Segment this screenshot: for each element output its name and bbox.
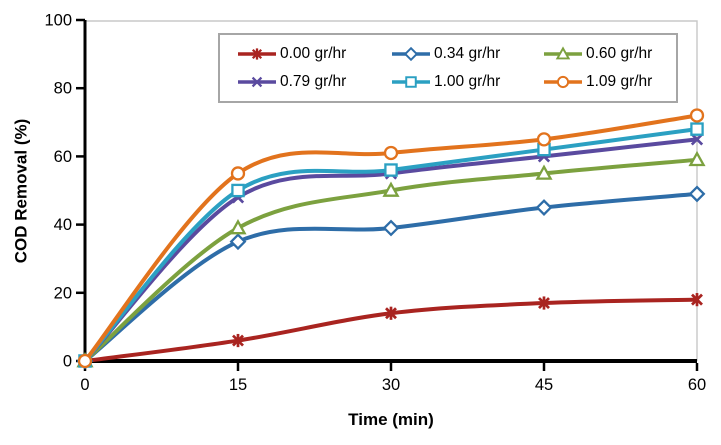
x-tick-label: 30 <box>382 376 400 394</box>
legend-item-1: 0.34 gr/hr <box>374 45 526 63</box>
x-tick-label: 0 <box>80 376 89 394</box>
legend-label: 0.79 gr/hr <box>280 73 347 90</box>
series-line-1 <box>83 191 699 363</box>
y-tick-label: 100 <box>44 12 72 30</box>
x-marker <box>690 133 704 146</box>
x-tick-label: 15 <box>229 376 247 394</box>
asterisk-marker <box>385 306 397 320</box>
legend-label: 0.60 gr/hr <box>586 45 653 62</box>
legend-circle-icon <box>544 75 582 89</box>
square-marker <box>690 122 704 136</box>
y-tick-label: 20 <box>54 284 72 302</box>
x-tick-label: 45 <box>535 376 553 394</box>
circle-marker <box>689 108 705 123</box>
legend-item-5: 1.09 gr/hr <box>526 73 676 91</box>
asterisk-marker <box>232 333 244 348</box>
legend-label: 0.34 gr/hr <box>434 45 501 62</box>
plot-border <box>85 20 698 361</box>
legend-item-0: 0.00 gr/hr <box>220 45 374 63</box>
legend-asterisk-icon <box>238 48 276 60</box>
y-tick-label: 40 <box>54 216 72 234</box>
triangle-marker <box>229 219 247 235</box>
legend-label: 1.00 gr/hr <box>434 73 501 90</box>
diamond-marker <box>535 199 553 216</box>
diamond-marker <box>382 219 400 237</box>
circle-marker <box>556 75 570 89</box>
triangle-marker <box>382 181 400 197</box>
circle-marker <box>77 353 93 369</box>
legend-x-icon <box>238 76 276 88</box>
square-marker <box>384 163 398 177</box>
legend-item-3: 0.79 gr/hr <box>220 73 374 91</box>
square-marker <box>405 76 417 88</box>
y-tick-label: 60 <box>54 148 72 166</box>
triangle-marker <box>535 164 553 180</box>
diamond-marker <box>229 233 247 251</box>
diamond-marker <box>688 185 706 203</box>
asterisk-marker <box>251 48 263 60</box>
triangle-marker <box>688 150 706 167</box>
legend-item-2: 0.60 gr/hr <box>526 45 676 63</box>
asterisk-marker <box>691 293 703 307</box>
y-tick-label: 0 <box>63 353 72 371</box>
legend-item-4: 1.00 gr/hr <box>374 73 526 91</box>
x-axis-title: Time (min) <box>348 410 434 429</box>
legend-label: 0.00 gr/hr <box>280 45 347 62</box>
square-marker <box>231 183 245 198</box>
y-tick-label: 80 <box>54 80 72 98</box>
legend-diamond-icon <box>392 46 430 62</box>
legend-square-icon <box>392 76 430 88</box>
circle-marker <box>383 145 399 161</box>
asterisk-marker <box>538 296 550 310</box>
circle-marker <box>230 166 246 181</box>
legend-triangle-icon <box>544 46 582 60</box>
y-axis-title: COD Removal (%) <box>11 118 31 264</box>
legend: 0.00 gr/hr 0.34 gr/hr 0.60 gr/hr 0.79 gr/hr… <box>218 33 678 103</box>
legend-label: 1.09 gr/hr <box>586 73 653 90</box>
x-tick-label: 60 <box>688 376 706 394</box>
triangle-marker <box>555 46 571 60</box>
x-marker <box>251 76 263 88</box>
circle-marker <box>536 132 552 147</box>
diamond-marker <box>403 46 419 62</box>
